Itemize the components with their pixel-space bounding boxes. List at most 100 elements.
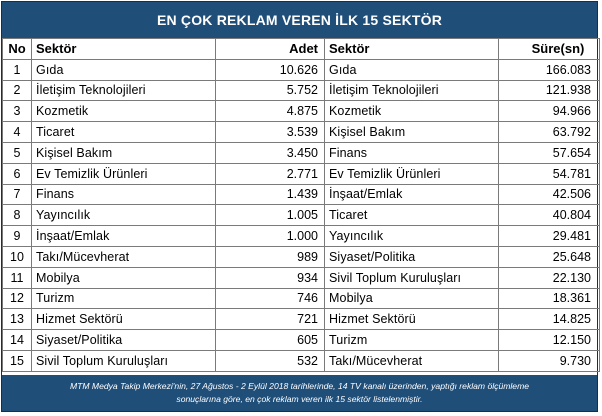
cell-count: 5.752: [215, 79, 325, 102]
cell-sector-count: Siyaset/Politika: [31, 329, 216, 351]
cell-sector-count: Hizmet Sektörü: [31, 308, 216, 331]
cell-no: 5: [2, 141, 32, 164]
cell-sector-count: Mobilya: [31, 266, 216, 289]
cell-sector-count: Ticaret: [31, 121, 216, 143]
cell-duration: 22.130: [498, 266, 600, 289]
cell-duration: 12.150: [498, 329, 600, 351]
cell-sector-count: Turizm: [31, 287, 216, 310]
cell-no: 4: [2, 121, 32, 143]
cell-duration: 54.781: [498, 162, 600, 185]
cell-duration: 57.654: [498, 141, 600, 164]
cell-no: 14: [2, 329, 32, 351]
cell-sector-duration: İnşaat/Emlak: [324, 183, 499, 206]
table-title: EN ÇOK REKLAM VEREN İLK 15 SEKTÖR: [2, 2, 597, 38]
source-note: MTM Medya Takip Merkezi'nin, 27 Ağustos …: [2, 375, 597, 411]
cell-sector-duration: Takı/Mücevherat: [324, 349, 499, 372]
table-row: 5 Kişisel Bakım 3.450 Finans 57.654: [2, 141, 600, 164]
table-row: 7 Finans 1.439 İnşaat/Emlak 42.506: [2, 183, 600, 206]
sector-table: No Sektör Adet Sektör Süre(sn) 1 Gıda 10.6…: [2, 38, 600, 372]
table-row: 11 Mobilya 934 Sivil Toplum Kuruluşları 22.1…: [2, 266, 600, 289]
cell-no: 9: [2, 225, 32, 247]
cell-count: 746: [215, 287, 325, 310]
cell-sector-duration: Finans: [324, 141, 499, 164]
cell-duration: 121.938: [498, 79, 600, 102]
source-note-line-2: sonuçlarına göre, en çok reklam veren il…: [176, 394, 423, 404]
cell-duration: 94.966: [498, 100, 600, 123]
cell-sector-count: Kişisel Bakım: [31, 141, 216, 164]
cell-sector-duration: Sivil Toplum Kuruluşları: [324, 266, 499, 289]
cell-sector-duration: Kozmetik: [324, 100, 499, 123]
cell-sector-duration: Ticaret: [324, 204, 499, 227]
cell-count: 934: [215, 266, 325, 289]
cell-sector-duration: Ev Temizlik Ürünleri: [324, 162, 499, 185]
cell-sector-duration: Siyaset/Politika: [324, 245, 499, 268]
cell-duration: 14.825: [498, 308, 600, 331]
cell-count: 10.626: [215, 58, 325, 81]
cell-no: 15: [2, 349, 32, 372]
cell-sector-duration: İletişim Teknolojileri: [324, 79, 499, 102]
header-row: No Sektör Adet Sektör Süre(sn): [2, 38, 600, 60]
cell-duration: 9.730: [498, 349, 600, 372]
cell-sector-count: Kozmetik: [31, 100, 216, 123]
cell-sector-duration: Gıda: [324, 58, 499, 81]
table-header: No Sektör Adet Sektör Süre(sn): [2, 38, 600, 60]
cell-no: 13: [2, 308, 32, 331]
cell-count: 721: [215, 308, 325, 331]
cell-count: 4.875: [215, 100, 325, 123]
cell-duration: 40.804: [498, 204, 600, 227]
table-row: 13 Hizmet Sektörü 721 Hizmet Sektörü 14.825: [2, 308, 600, 331]
cell-duration: 166.083: [498, 58, 600, 81]
table-row: 6 Ev Temizlik Ürünleri 2.771 Ev Temizlik Ür…: [2, 162, 600, 185]
table-row: 14 Siyaset/Politika 605 Turizm 12.150: [2, 329, 600, 351]
cell-sector-duration: Kişisel Bakım: [324, 121, 499, 143]
cell-count: 605: [215, 329, 325, 351]
cell-sector-count: Ev Temizlik Ürünleri: [31, 162, 216, 185]
cell-duration: 42.506: [498, 183, 600, 206]
cell-sector-count: Yayıncılık: [31, 204, 216, 227]
cell-sector-count: Gıda: [31, 58, 216, 81]
cell-no: 11: [2, 266, 32, 289]
cell-count: 1.005: [215, 204, 325, 227]
cell-duration: 18.361: [498, 287, 600, 310]
table-row: 3 Kozmetik 4.875 Kozmetik 94.966: [2, 100, 600, 123]
cell-no: 7: [2, 183, 32, 206]
table-row: 2 İletişim Teknolojileri 5.752 İletişim Tek…: [2, 79, 600, 102]
header-sector-count: Sektör: [31, 38, 216, 60]
table-body: 1 Gıda 10.626 Gıda 166.083 2 İletişim Teknoloj…: [2, 58, 600, 372]
header-sector-duration: Sektör: [324, 38, 499, 60]
table-row: 15 Sivil Toplum Kuruluşları 532 Takı/Mücevh…: [2, 349, 600, 372]
cell-duration: 25.648: [498, 245, 600, 268]
cell-sector-duration: Mobilya: [324, 287, 499, 310]
cell-count: 2.771: [215, 162, 325, 185]
cell-no: 10: [2, 245, 32, 268]
cell-count: 3.450: [215, 141, 325, 164]
header-duration: Süre(sn): [498, 38, 600, 60]
cell-no: 12: [2, 287, 32, 310]
cell-sector-duration: Hizmet Sektörü: [324, 308, 499, 331]
cell-no: 2: [2, 79, 32, 102]
cell-duration: 63.792: [498, 121, 600, 143]
cell-no: 6: [2, 162, 32, 185]
cell-sector-count: Finans: [31, 183, 216, 206]
cell-sector-count: Takı/Mücevherat: [31, 245, 216, 268]
cell-count: 3.539: [215, 121, 325, 143]
header-count: Adet: [215, 38, 325, 60]
cell-sector-count: İnşaat/Emlak: [31, 225, 216, 247]
cell-no: 8: [2, 204, 32, 227]
cell-count: 532: [215, 349, 325, 372]
cell-no: 1: [2, 58, 32, 81]
cell-count: 1.439: [215, 183, 325, 206]
cell-sector-count: İletişim Teknolojileri: [31, 79, 216, 102]
cell-sector-count: Sivil Toplum Kuruluşları: [31, 349, 216, 372]
table-row: 1 Gıda 10.626 Gıda 166.083: [2, 58, 600, 81]
cell-sector-duration: Yayıncılık: [324, 225, 499, 247]
cell-no: 3: [2, 100, 32, 123]
table-row: 10 Takı/Mücevherat 989 Siyaset/Politika 25.6…: [2, 245, 600, 268]
table-row: 12 Turizm 746 Mobilya 18.361: [2, 287, 600, 310]
header-no: No: [2, 38, 32, 60]
table-row: 4 Ticaret 3.539 Kişisel Bakım 63.792: [2, 121, 600, 143]
cell-count: 989: [215, 245, 325, 268]
cell-duration: 29.481: [498, 225, 600, 247]
table-row: 9 İnşaat/Emlak 1.000 Yayıncılık 29.481: [2, 225, 600, 247]
